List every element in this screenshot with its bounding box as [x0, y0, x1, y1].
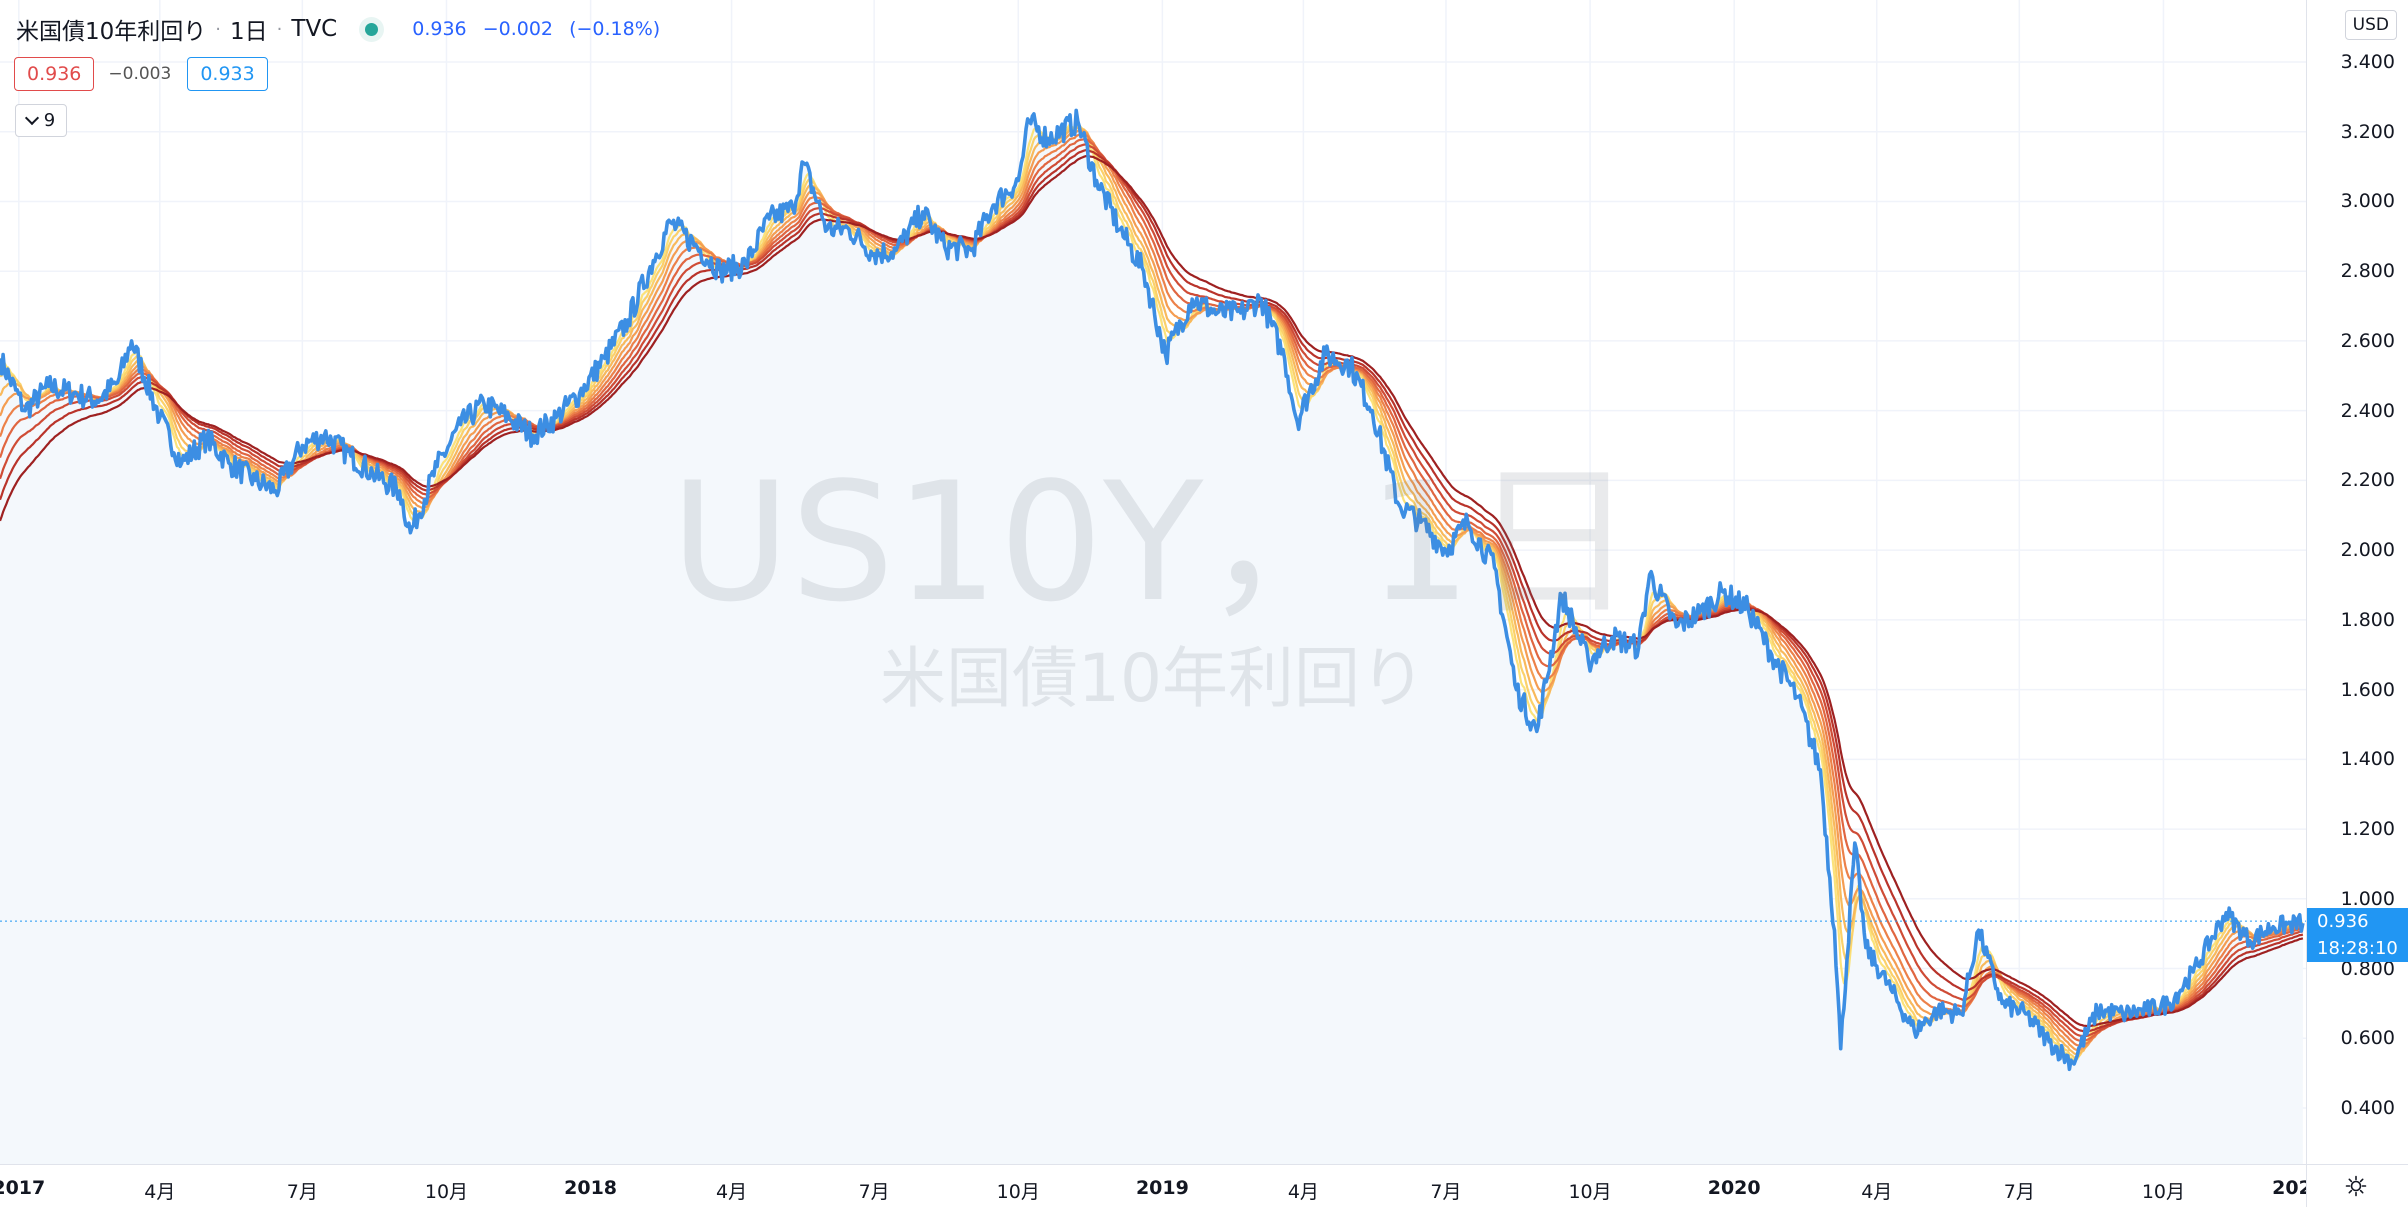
legend-quote: 0.936 −0.002 (−0.18%) — [412, 18, 670, 40]
price-axis[interactable]: USD 3.400 3.200 3.000 2.800 2.600 2.400 2.200 2… — [2306, 0, 2408, 1164]
price-tick-label: 0.600 — [2340, 1027, 2395, 1050]
time-tick-label: 10月 — [424, 1181, 469, 1203]
time-tick-label: 4月 — [716, 1181, 748, 1203]
indicators-count: 9 — [43, 110, 56, 131]
chevron-down-icon — [24, 110, 39, 126]
price-tick-label: 1.800 — [2340, 608, 2395, 631]
time-tick-label: 4月 — [1287, 1181, 1319, 1203]
time-tick-label: 10月 — [2141, 1181, 2186, 1203]
chart-pane[interactable]: US10Y，1日 米国債10年利回り 米国債10年利回り · 1日 · TVC … — [0, 0, 2306, 1164]
time-tick-label: 4月 — [144, 1181, 176, 1203]
price-tick-label: 1.600 — [2340, 678, 2395, 701]
time-tick-label: 2020 — [1707, 1177, 1761, 1199]
price-tick-label: 0.800 — [2340, 957, 2395, 980]
watermark-description: 米国債10年利回り — [880, 640, 1426, 717]
time-tick-label: 2018 — [564, 1177, 618, 1199]
price-line — [0, 108, 2305, 1072]
last-price-tag: 0.936 — [2307, 908, 2408, 936]
price-tick-label: 1.000 — [2340, 887, 2395, 910]
time-axis[interactable]: 2017 4月 7月 10月 2018 4月 7月 10月 2019 4月 7月 10月 2020 4月 7… — [0, 1164, 2312, 1207]
symbol-name[interactable]: 米国債10年利回り — [16, 19, 207, 45]
price-tick-label: 3.200 — [2340, 120, 2395, 143]
watermark-symbol: US10Y，1日 — [670, 447, 1636, 638]
price-tick-label: 0.400 — [2340, 1097, 2395, 1119]
legend-separator: · — [276, 18, 283, 40]
time-tick-label: 7月 — [858, 1181, 890, 1203]
bid-button[interactable]: 0.936 — [14, 57, 95, 91]
ma-ribbon-line — [0, 133, 2304, 1047]
price-tick-label: 3.000 — [2340, 190, 2395, 213]
bid-ask-row: 0.936 −0.003 0.933 — [14, 57, 268, 91]
price-tick-label: 1.200 — [2340, 818, 2395, 841]
change-percent: (−0.18%) — [569, 18, 661, 40]
price-tick-label: 2.200 — [2340, 469, 2395, 492]
ma-ribbon-line — [0, 154, 2304, 1028]
spread-value: −0.003 — [108, 64, 172, 84]
time-tick-label: 4月 — [1861, 1181, 1893, 1203]
price-tick-label: 3.400 — [2340, 51, 2395, 73]
price-tick-label: 2.800 — [2340, 260, 2395, 283]
legend: 米国債10年利回り · 1日 · TVC 0.936 −0.002 (−0.18… — [16, 12, 670, 46]
countdown-tag: 18:28:10 — [2307, 935, 2408, 963]
price-tick-label: 2.000 — [2340, 539, 2395, 562]
indicators-toggle-button[interactable]: 9 — [15, 104, 67, 137]
last-value: 0.936 — [412, 18, 467, 40]
legend-separator: · — [215, 18, 222, 40]
ma-ribbon-line — [0, 138, 2304, 1042]
market-status-icon[interactable] — [365, 22, 379, 36]
price-tick-label: 2.400 — [2340, 399, 2395, 422]
time-tick-label: 2017 — [0, 1177, 46, 1199]
time-tick-label: 202 — [2272, 1177, 2312, 1199]
price-tick-label: 1.400 — [2340, 748, 2395, 771]
currency-button[interactable]: USD — [2344, 10, 2397, 40]
ma-ribbon-line — [0, 129, 2304, 1052]
time-tick-label: 10月 — [996, 1181, 1040, 1203]
ask-button[interactable]: 0.933 — [187, 57, 268, 91]
time-tick-label: 10月 — [1568, 1181, 1612, 1203]
time-tick-label: 7月 — [1430, 1181, 1462, 1203]
interval-label[interactable]: 1日 — [230, 19, 268, 45]
ma-ribbon-line — [0, 126, 2303, 1056]
area-fill — [0, 110, 2303, 1164]
time-tick-label: 7月 — [286, 1181, 318, 1203]
settings-corner[interactable] — [2306, 1164, 2408, 1207]
price-tick-label: 2.600 — [2340, 329, 2395, 352]
change-value: −0.002 — [482, 18, 554, 40]
ma-ribbon-line — [0, 143, 2304, 1038]
source-label: TVC — [291, 16, 338, 42]
gear-icon[interactable] — [2345, 1175, 2367, 1197]
chart-svg[interactable] — [0, 0, 2306, 1164]
time-tick-label: 2019 — [1135, 1177, 1189, 1199]
time-tick-label: 7月 — [2003, 1181, 2035, 1203]
